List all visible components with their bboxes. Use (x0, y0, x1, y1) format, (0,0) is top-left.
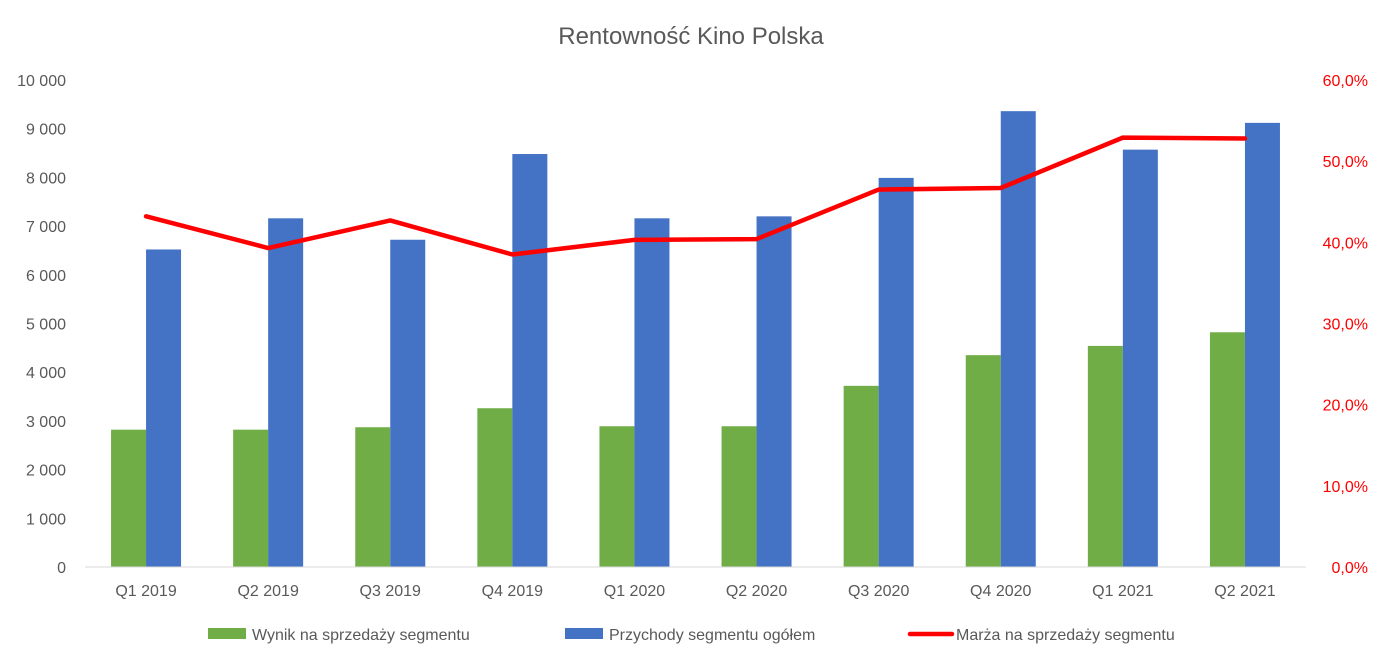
bar (965, 355, 1001, 567)
right-axis-tick-label: 0,0% (1332, 560, 1368, 577)
bar (146, 249, 182, 567)
left-axis-tick-label: 10 000 (17, 73, 66, 90)
left-axis-tick-label: 9 000 (26, 122, 66, 139)
bar (634, 218, 670, 568)
right-axis-tick-label: 20,0% (1323, 398, 1368, 415)
left-axis-tick-label: 6 000 (26, 268, 66, 285)
legend-label: Wynik na sprzedaży segmentu (252, 627, 470, 644)
left-axis-tick-label: 5 000 (26, 317, 66, 334)
right-axis-tick-label: 10,0% (1323, 479, 1368, 496)
bar (878, 177, 914, 567)
x-axis-tick-label: Q2 2021 (1214, 583, 1275, 600)
bar (1209, 332, 1245, 567)
bar (599, 426, 635, 567)
legend-swatch (565, 628, 603, 639)
line-series-group (143, 135, 1248, 257)
right-axis-tick-label: 50,0% (1323, 154, 1368, 171)
right-axis-tick-label: 40,0% (1323, 235, 1368, 252)
bar (512, 154, 548, 568)
bar (756, 216, 792, 568)
bar (355, 427, 391, 567)
x-axis-tick-label: Q1 2019 (115, 583, 176, 600)
x-axis-tick-label: Q4 2020 (970, 583, 1031, 600)
x-axis: Q1 2019 Q2 2019 Q3 2019 Q4 2019 Q1 2020 Q2 20… (115, 583, 1275, 600)
legend-swatch (208, 628, 246, 639)
legend-label: Przychody segmentu ogółem (609, 627, 815, 644)
x-axis-tick-label: Q2 2019 (237, 583, 298, 600)
bar (268, 218, 304, 568)
bar (477, 408, 513, 567)
x-axis-tick-label: Q1 2021 (1092, 583, 1153, 600)
left-axis-tick-label: 1 000 (26, 511, 66, 528)
x-axis-tick-label: Q2 2020 (726, 583, 787, 600)
left-y-axis: 0 1 000 2 000 3 000 4 000 5 000 6 000 7 000 8 00… (17, 73, 66, 577)
left-axis-tick-label: 3 000 (26, 414, 66, 431)
right-y-axis: 0,0% 10,0% 20,0% 30,0% 40,0% 50,0% 60,0% (1323, 73, 1368, 577)
legend: Wynik na sprzedaży segmentu Przychody seg… (208, 627, 1175, 644)
x-axis-tick-label: Q1 2020 (604, 583, 665, 600)
bar (1122, 149, 1158, 568)
bar (843, 385, 879, 567)
x-axis-tick-label: Q3 2019 (360, 583, 421, 600)
x-axis-tick-label: Q4 2019 (482, 583, 543, 600)
legend-label: Marża na sprzedaży segmentu (956, 627, 1175, 644)
bar (1244, 122, 1280, 567)
bar-series-group (111, 111, 1280, 568)
right-axis-tick-label: 60,0% (1323, 73, 1368, 90)
left-axis-tick-label: 2 000 (26, 463, 66, 480)
chart-title: Rentowność Kino Polska (558, 23, 824, 50)
left-axis-tick-label: 0 (57, 560, 66, 577)
bar (390, 239, 426, 567)
line-series-path (143, 135, 1248, 257)
right-axis-tick-label: 30,0% (1323, 317, 1368, 334)
bar (1087, 345, 1123, 567)
left-axis-tick-label: 7 000 (26, 219, 66, 236)
bar (233, 429, 269, 567)
x-axis-tick-label: Q3 2020 (848, 583, 909, 600)
bar (111, 429, 147, 567)
left-axis-tick-label: 8 000 (26, 170, 66, 187)
bar (721, 426, 757, 567)
left-axis-tick-label: 4 000 (26, 365, 66, 382)
